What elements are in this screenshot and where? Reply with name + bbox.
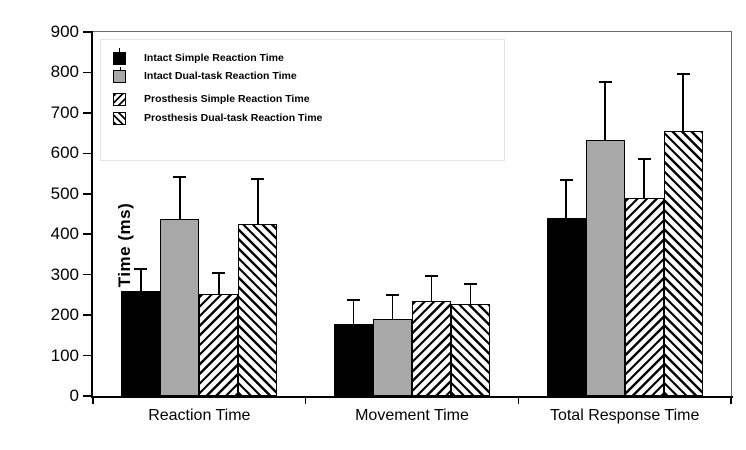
y-tick-label: 200	[50, 305, 79, 325]
x-category-label: Movement Time	[355, 407, 469, 424]
legend-swatch-hatch-forward	[113, 93, 126, 106]
y-tick-mark	[83, 273, 91, 276]
error-bar-cap	[173, 175, 187, 178]
y-tick-mark	[83, 152, 91, 155]
y-tick-mark	[83, 395, 91, 397]
legend: Intact Simple Reaction Time Intact Dual-t…	[100, 39, 505, 161]
y-tick-mark	[83, 233, 91, 236]
x-tick-mark	[92, 398, 94, 404]
error-bar-cap	[347, 298, 360, 301]
x-tick-mark	[517, 398, 520, 404]
y-tick-label: 600	[50, 143, 79, 163]
y-tick-mark	[83, 31, 91, 33]
error-bar-line	[430, 275, 433, 301]
error-bar-line	[391, 293, 394, 319]
error-bar-line	[682, 72, 684, 132]
error-bar-line	[643, 157, 645, 198]
y-tick-label: 300	[50, 264, 79, 284]
bar-hatch-backward	[451, 303, 490, 396]
error-bar-cap	[386, 293, 399, 296]
error-bar-line	[179, 175, 181, 220]
y-tick-mark	[83, 192, 91, 195]
error-bar-line	[565, 179, 567, 219]
bar-hatch-backward	[663, 131, 703, 396]
legend-swatch-solid-gray	[113, 67, 126, 83]
error-bar-cap	[425, 275, 438, 278]
legend-label: Prosthesis Simple Reaction Time	[144, 93, 310, 105]
legend-swatch-solid-black	[113, 48, 126, 65]
bar-solid-black	[121, 290, 161, 396]
y-tick-label: 400	[50, 224, 79, 244]
error-bar-cap	[251, 178, 265, 181]
error-bar-line	[604, 81, 606, 141]
bar-hatch-forward	[199, 293, 239, 396]
error-bar-line	[469, 282, 472, 304]
bar-solid-gray	[585, 140, 625, 396]
plot-area: Time (ms) 0 100 200 300 400 500 600 700 800 900 R…	[51, 23, 733, 424]
y-tick-mark	[83, 112, 91, 114]
x-tick-mark	[304, 398, 307, 404]
x-axis-line	[91, 396, 733, 398]
legend-label: Intact Simple Reaction Time	[144, 52, 284, 64]
error-bar-cap	[212, 271, 226, 274]
y-tick-label: 900	[50, 22, 79, 41]
error-bar-line	[352, 298, 355, 324]
error-bar-cap	[598, 81, 612, 84]
y-tick-label: 100	[50, 345, 79, 365]
x-tick-mark	[730, 398, 732, 404]
x-category-label: Total Response Time	[549, 407, 700, 424]
error-bar-line	[140, 268, 142, 291]
bar-solid-black	[334, 323, 373, 396]
error-bar-cap	[637, 157, 651, 160]
bar-solid-black	[546, 218, 586, 396]
error-bar-cap	[559, 179, 573, 182]
bar-hatch-forward	[412, 300, 451, 396]
y-tick-label: 500	[50, 183, 79, 203]
error-bar-line	[218, 271, 220, 294]
legend-swatch-hatch-backward	[113, 112, 126, 125]
x-category-label: Reaction Time	[148, 407, 251, 424]
bar-hatch-forward	[624, 197, 664, 396]
y-tick-label: 700	[50, 102, 79, 122]
error-bar-line	[257, 178, 259, 224]
y-axis-title-text: Time (ms)	[115, 202, 134, 288]
legend-label: Prosthesis Dual-task Reaction Time	[144, 112, 323, 124]
y-tick-label: 800	[50, 62, 79, 82]
y-tick-mark	[83, 71, 91, 74]
legend-swatch-error-stem	[119, 67, 122, 71]
y-axis-line	[91, 31, 93, 398]
error-bar-cap	[464, 282, 477, 285]
y-tick-mark	[83, 354, 91, 357]
y-axis-title: Time (ms)	[115, 185, 135, 305]
legend-swatch-error-stem	[118, 48, 121, 52]
bar-solid-gray	[160, 219, 200, 396]
legend-label: Intact Dual-task Reaction Time	[144, 70, 297, 82]
bar-solid-gray	[373, 318, 412, 396]
bar-hatch-backward	[238, 223, 278, 396]
y-tick-mark	[83, 314, 91, 316]
y-tick-label: 0	[69, 386, 79, 405]
error-bar-cap	[134, 268, 148, 271]
error-bar-cap	[676, 72, 690, 75]
